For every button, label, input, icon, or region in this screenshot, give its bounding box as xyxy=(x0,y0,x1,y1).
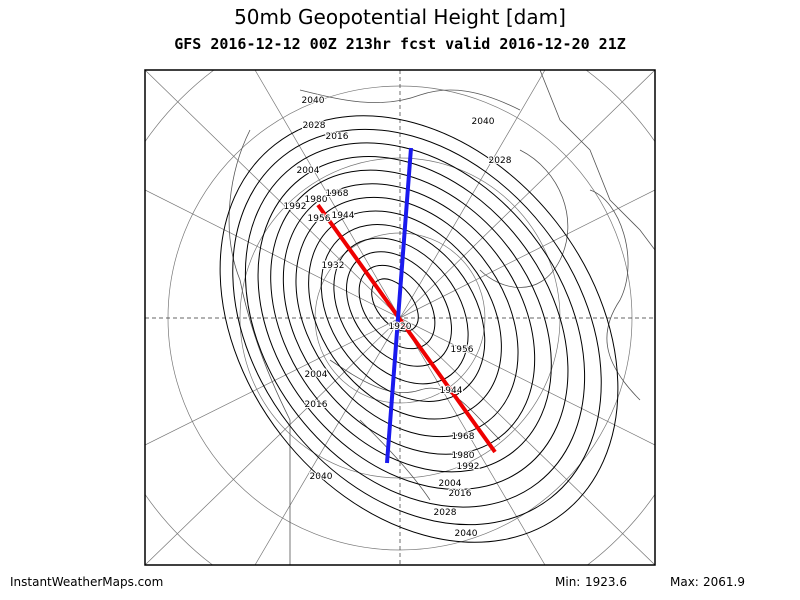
contour xyxy=(282,183,536,455)
contour-label: 2040 xyxy=(472,117,495,127)
contour-label: 1968 xyxy=(326,189,349,199)
min-label: Min: xyxy=(555,575,580,589)
contour xyxy=(232,128,602,526)
trough-axis-red xyxy=(316,203,497,454)
contour xyxy=(371,278,419,332)
contour-label: 1932 xyxy=(322,261,345,271)
min-value: 1923.6 xyxy=(585,575,627,589)
contour xyxy=(358,264,436,350)
contour-label: 1944 xyxy=(332,211,355,221)
height-contours xyxy=(219,115,619,543)
contour-label: 1980 xyxy=(452,451,475,461)
contour-label: 2016 xyxy=(326,132,349,142)
contour xyxy=(244,142,586,508)
contour-label: 2028 xyxy=(434,508,457,518)
contour-label: 2028 xyxy=(303,121,326,131)
contour xyxy=(346,251,452,367)
contour-label: 1956 xyxy=(451,345,474,355)
subtitle: GFS 2016-12-12 00Z 213hr fcst valid 2016… xyxy=(174,35,626,53)
contour-label: 2040 xyxy=(455,529,478,539)
contour-label: 2016 xyxy=(305,400,328,410)
contour-label: 1992 xyxy=(284,202,307,212)
max-value: 2061.9 xyxy=(703,575,745,589)
contour-label: 2040 xyxy=(310,472,333,482)
source: InstantWeatherMaps.com xyxy=(10,575,163,589)
contour xyxy=(257,156,569,490)
contour-label: 2016 xyxy=(449,489,472,499)
max-label: Max: xyxy=(670,575,699,589)
title: 50mb Geopotential Height [dam] xyxy=(234,5,566,29)
contour xyxy=(333,237,469,385)
trough-axis-blue xyxy=(385,147,413,464)
contour-label: 2040 xyxy=(302,96,325,106)
contour-label: 2004 xyxy=(305,370,328,380)
contour-label: 1980 xyxy=(305,195,328,205)
contour-label: 1956 xyxy=(308,214,331,224)
contour-label: 2004 xyxy=(297,166,320,176)
contour-label: 1920 xyxy=(389,322,412,332)
contour-label: 1944 xyxy=(440,386,463,396)
contour xyxy=(270,169,552,473)
contour-label: 2028 xyxy=(489,156,512,166)
contour xyxy=(219,115,619,543)
map-frame xyxy=(144,69,656,566)
contour-label: 1992 xyxy=(457,462,480,472)
contour-label: 1968 xyxy=(452,432,475,442)
contour xyxy=(320,224,486,402)
contour-label: 2004 xyxy=(439,479,462,489)
